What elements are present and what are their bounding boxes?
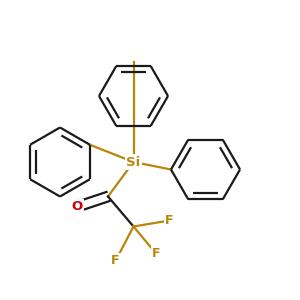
Text: F: F — [111, 254, 120, 268]
Text: Si: Si — [126, 155, 141, 169]
Text: F: F — [165, 214, 174, 227]
Text: F: F — [152, 247, 160, 260]
Text: O: O — [71, 200, 82, 214]
